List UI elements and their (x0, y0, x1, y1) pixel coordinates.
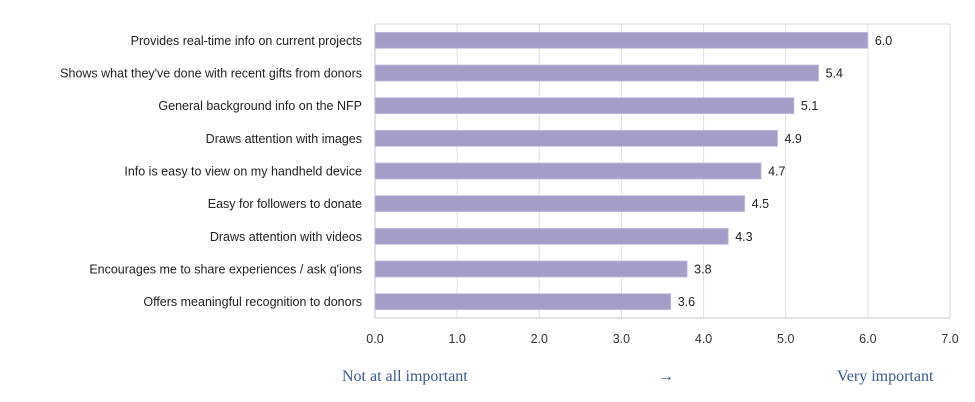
x-tick-label: 2.0 (531, 332, 548, 346)
x-tick-label: 1.0 (448, 332, 465, 346)
data-label: 3.8 (694, 263, 711, 277)
x-tick-label: 7.0 (941, 332, 958, 346)
bar (374, 31, 869, 49)
category-label: Draws attention with images (206, 132, 362, 146)
category-label: Shows what they've done with recent gift… (60, 67, 362, 81)
bar (374, 97, 795, 115)
x-tick-label: 6.0 (859, 332, 876, 346)
scale-high-label: Very important (837, 368, 934, 385)
bar (374, 260, 688, 278)
bar (374, 227, 729, 245)
data-label: 6.0 (875, 34, 892, 48)
data-label: 4.5 (752, 197, 769, 211)
x-tick-label: 4.0 (695, 332, 712, 346)
bar (374, 162, 762, 180)
bar (374, 129, 778, 147)
bar (374, 195, 746, 213)
category-label: Encourages me to share experiences / ask… (89, 263, 362, 277)
data-label: 5.4 (826, 67, 843, 81)
bar (374, 293, 672, 311)
category-label: Provides real-time info on current proje… (131, 34, 362, 48)
x-tick-label: 0.0 (366, 332, 383, 346)
x-tick-label: 3.0 (613, 332, 630, 346)
category-label: Offers meaningful recognition to donors (143, 295, 362, 309)
category-label: Info is easy to view on my handheld devi… (124, 165, 362, 179)
category-label: Easy for followers to donate (208, 197, 362, 211)
data-label: 4.9 (785, 132, 802, 146)
arrow-right-icon: → (658, 368, 674, 385)
category-label: General background info on the NFP (158, 99, 362, 113)
data-label: 4.7 (768, 165, 785, 179)
data-label: 4.3 (735, 230, 752, 244)
data-label: 5.1 (801, 99, 818, 113)
scale-low-label: Not at all important (342, 368, 468, 385)
x-tick-label: 5.0 (777, 332, 794, 346)
bar (374, 64, 819, 82)
data-label: 3.6 (678, 295, 695, 309)
category-label: Draws attention with videos (210, 230, 362, 244)
